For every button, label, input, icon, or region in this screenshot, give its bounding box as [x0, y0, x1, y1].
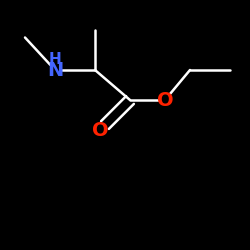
Text: O: O	[92, 120, 108, 140]
Text: H: H	[49, 52, 62, 67]
Text: N: N	[47, 60, 63, 80]
Text: O: O	[157, 90, 173, 110]
